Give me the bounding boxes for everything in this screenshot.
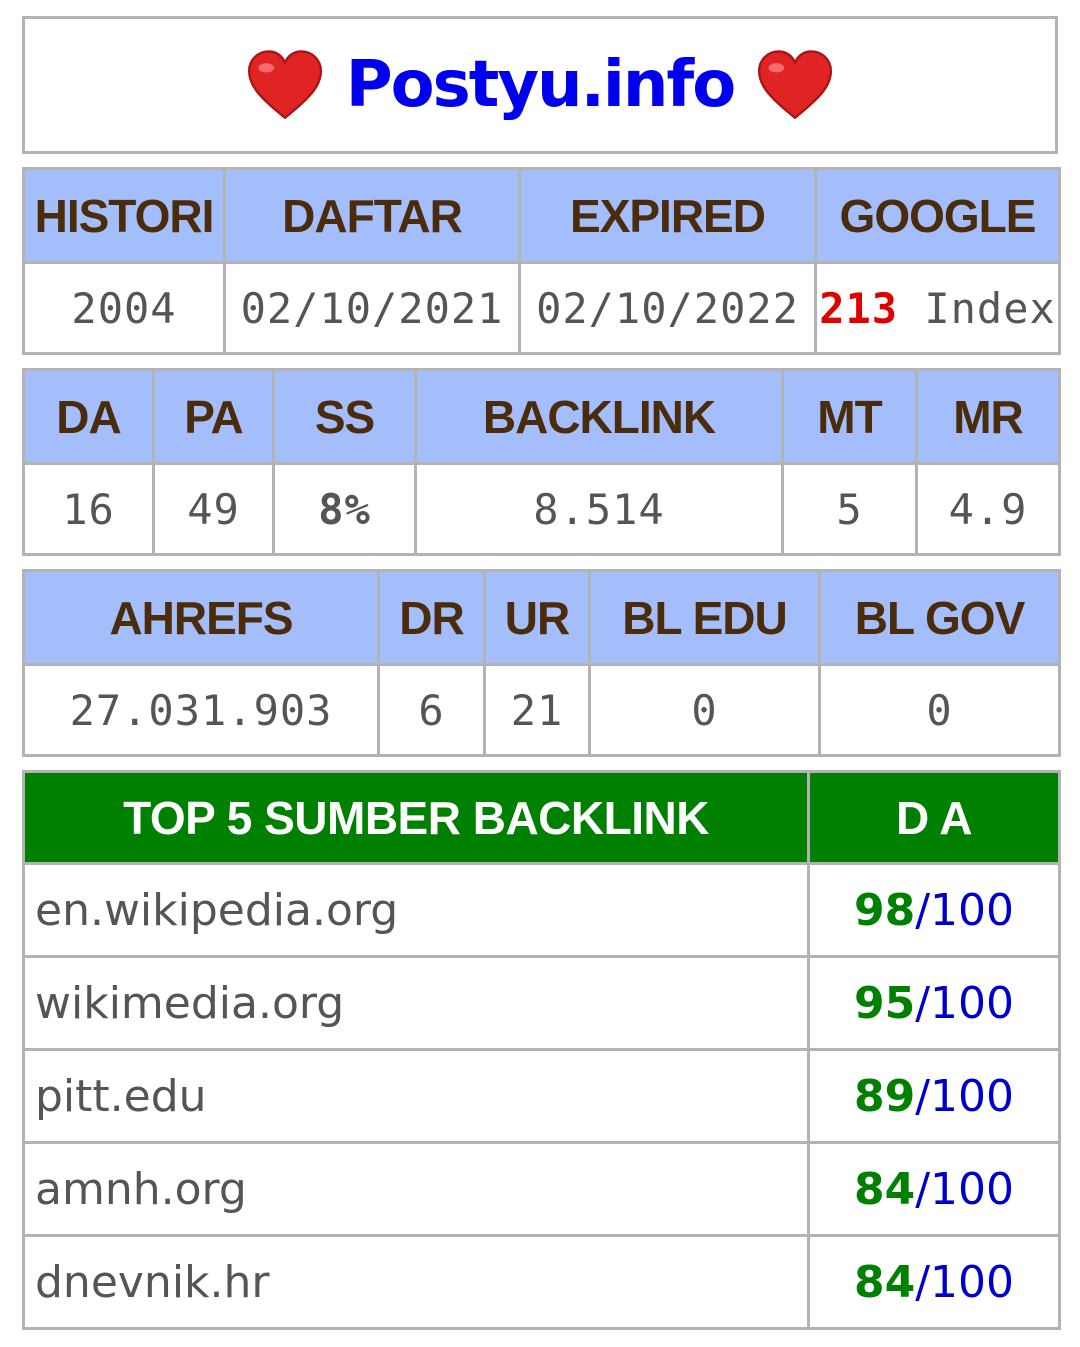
google-index-value: 213 Index bbox=[814, 261, 1061, 355]
header-backlink: BACKLINK bbox=[414, 368, 784, 465]
table-header-row: AHREFS DR UR BL EDU BL GOV bbox=[22, 569, 1061, 666]
header-google: GOOGLE bbox=[814, 167, 1061, 264]
score-value: 98 bbox=[853, 884, 916, 936]
table-row: en.wikipedia.org 98/100 bbox=[22, 862, 1061, 958]
score-value: 84 bbox=[853, 1163, 916, 1215]
domain-info-table: HISTORI DAFTAR EXPIRED GOOGLE 2004 02/10… bbox=[22, 167, 1061, 355]
table-row: 2004 02/10/2021 02/10/2022 213 Index bbox=[22, 261, 1061, 355]
ss-value: 8% bbox=[272, 462, 417, 556]
score-max: /100 bbox=[915, 1163, 1015, 1215]
header-source-da: D A bbox=[807, 770, 1061, 865]
bl-gov-value: 0 bbox=[818, 663, 1061, 757]
score-value: 84 bbox=[853, 1256, 916, 1308]
mr-value: 4.9 bbox=[915, 462, 1061, 556]
heart-icon bbox=[247, 50, 322, 120]
histori-value: 2004 bbox=[22, 261, 226, 355]
google-index-label: Index bbox=[924, 283, 1056, 333]
backlink-source[interactable]: amnh.org bbox=[22, 1141, 810, 1237]
header-da: DA bbox=[22, 368, 155, 465]
table-row: dnevnik.hr 84/100 bbox=[22, 1234, 1061, 1330]
backlink-score: 84/100 bbox=[807, 1141, 1061, 1237]
ahrefs-metrics-table: AHREFS DR UR BL EDU BL GOV 27.031.903 6 … bbox=[22, 569, 1061, 757]
ahrefs-value: 27.031.903 bbox=[22, 663, 380, 757]
header-mr: MR bbox=[915, 368, 1061, 465]
header-expired: EXPIRED bbox=[518, 167, 817, 264]
header-ur: UR bbox=[483, 569, 591, 666]
mt-value: 5 bbox=[781, 462, 918, 556]
backlink-source[interactable]: wikimedia.org bbox=[22, 955, 810, 1051]
dr-value: 6 bbox=[377, 663, 486, 757]
score-max: /100 bbox=[915, 1256, 1015, 1308]
top-backlink-sources-table: TOP 5 SUMBER BACKLINK D A en.wikipedia.o… bbox=[22, 770, 1061, 1330]
expired-value: 02/10/2022 bbox=[518, 261, 817, 355]
header-daftar: DAFTAR bbox=[223, 167, 521, 264]
header-pa: PA bbox=[152, 368, 275, 465]
table-header-row: DA PA SS BACKLINK MT MR bbox=[22, 368, 1061, 465]
header-ahrefs: AHREFS bbox=[22, 569, 380, 666]
score-max: /100 bbox=[915, 1070, 1015, 1122]
score-value: 95 bbox=[853, 977, 916, 1029]
backlink-source[interactable]: pitt.edu bbox=[22, 1048, 810, 1144]
da-value: 16 bbox=[22, 462, 155, 556]
header-bl-edu: BL EDU bbox=[588, 569, 821, 666]
header-mt: MT bbox=[781, 368, 918, 465]
moz-metrics-table: DA PA SS BACKLINK MT MR 16 49 8% 8.514 5… bbox=[22, 368, 1061, 556]
heart-icon bbox=[758, 50, 833, 120]
backlink-score: 98/100 bbox=[807, 862, 1061, 958]
site-title-box: Postyu.info bbox=[22, 16, 1058, 154]
table-row: 16 49 8% 8.514 5 4.9 bbox=[22, 462, 1061, 556]
daftar-value: 02/10/2021 bbox=[223, 261, 521, 355]
table-header-row: TOP 5 SUMBER BACKLINK D A bbox=[22, 770, 1061, 865]
backlink-score: 95/100 bbox=[807, 955, 1061, 1051]
site-title[interactable]: Postyu.info bbox=[345, 48, 736, 122]
header-bl-gov: BL GOV bbox=[818, 569, 1061, 666]
ur-value: 21 bbox=[483, 663, 591, 757]
backlink-value: 8.514 bbox=[414, 462, 784, 556]
score-max: /100 bbox=[915, 977, 1015, 1029]
score-max: /100 bbox=[915, 884, 1015, 936]
table-row: 27.031.903 6 21 0 0 bbox=[22, 663, 1061, 757]
table-header-row: HISTORI DAFTAR EXPIRED GOOGLE bbox=[22, 167, 1061, 264]
header-ss: SS bbox=[272, 368, 417, 465]
table-row: amnh.org 84/100 bbox=[22, 1141, 1061, 1237]
backlink-score: 89/100 bbox=[807, 1048, 1061, 1144]
score-value: 89 bbox=[853, 1070, 916, 1122]
header-dr: DR bbox=[377, 569, 486, 666]
pa-value: 49 bbox=[152, 462, 275, 556]
header-histori: HISTORI bbox=[22, 167, 226, 264]
table-row: pitt.edu 89/100 bbox=[22, 1048, 1061, 1144]
bl-edu-value: 0 bbox=[588, 663, 821, 757]
backlink-source[interactable]: en.wikipedia.org bbox=[22, 862, 810, 958]
backlink-score: 84/100 bbox=[807, 1234, 1061, 1330]
backlink-source[interactable]: dnevnik.hr bbox=[22, 1234, 810, 1330]
table-row: wikimedia.org 95/100 bbox=[22, 955, 1061, 1051]
header-top-sources: TOP 5 SUMBER BACKLINK bbox=[22, 770, 810, 865]
google-index-count: 213 bbox=[819, 283, 899, 333]
